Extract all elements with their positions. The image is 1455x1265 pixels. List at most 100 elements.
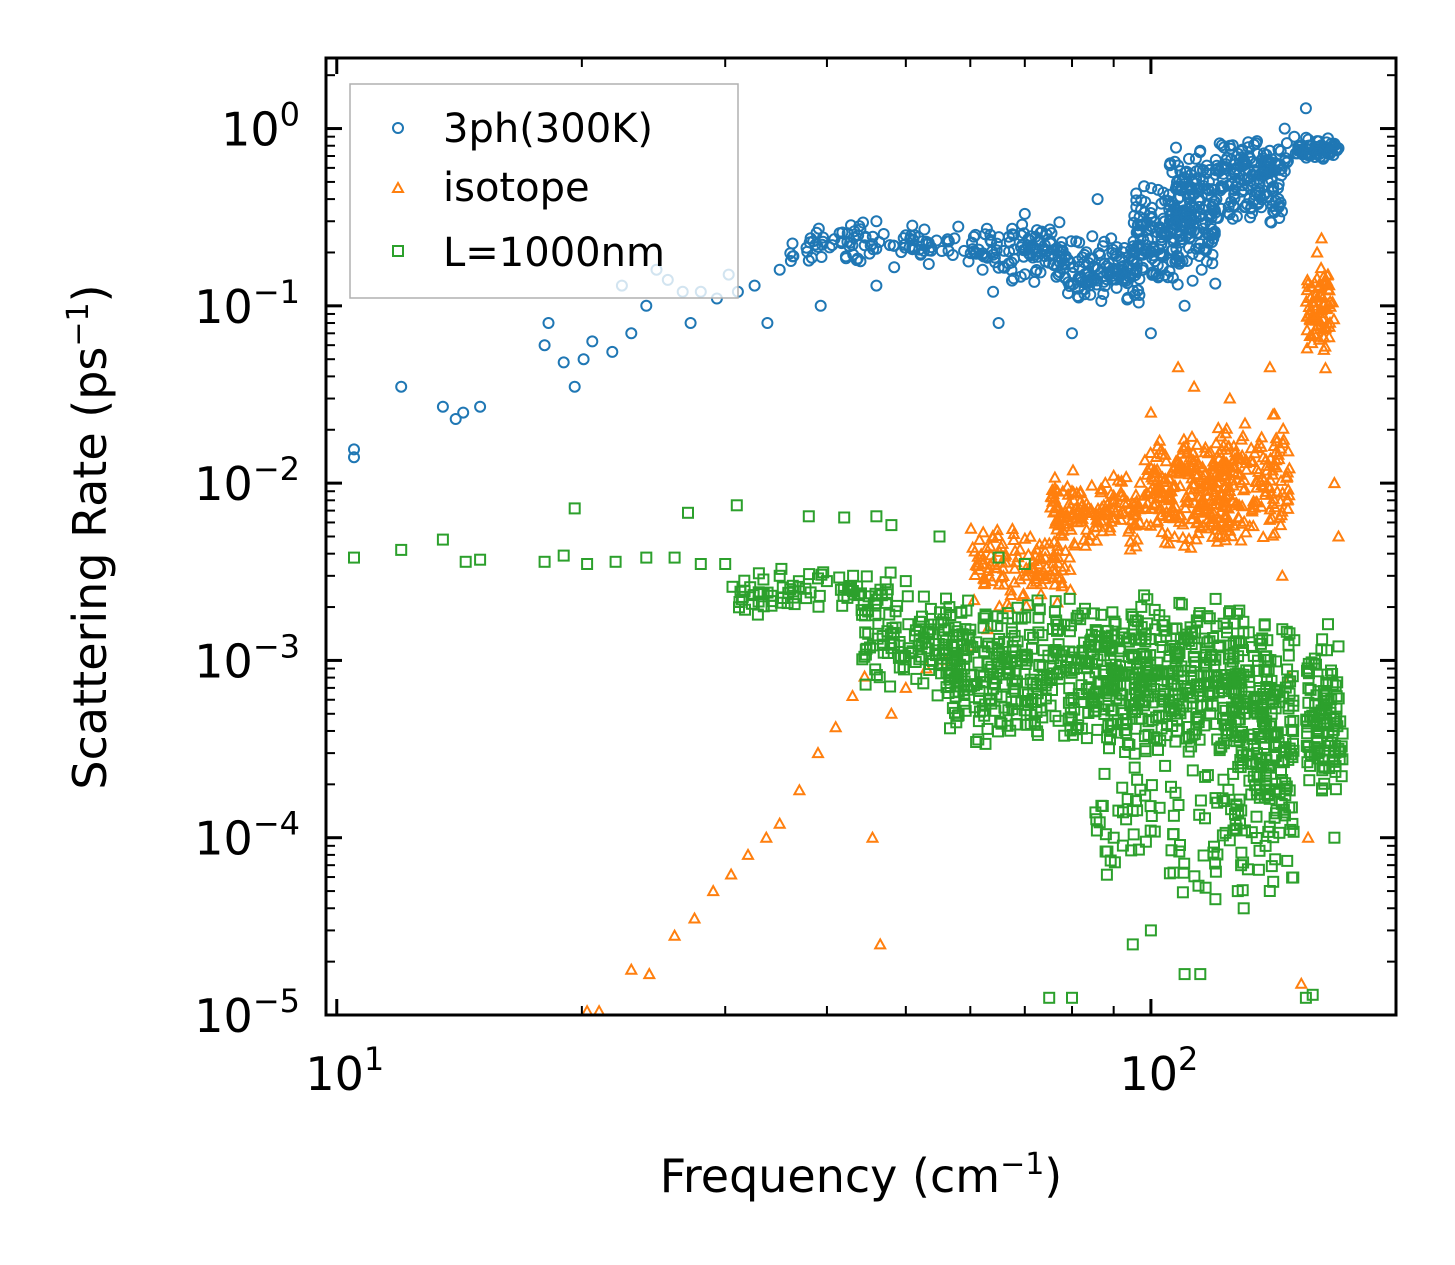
data-point-triangle [1036, 564, 1051, 577]
data-point-square [1148, 603, 1161, 616]
data-point-triangle [624, 962, 638, 975]
data-point-triangle [829, 720, 843, 733]
data-point-circle [606, 345, 619, 358]
data-point-square [884, 680, 897, 693]
data-point-square [1171, 724, 1184, 737]
data-point-square [1284, 823, 1297, 836]
data-point-triangle [1106, 495, 1120, 508]
data-point-square [873, 671, 886, 684]
data-point-square [1063, 682, 1076, 695]
data-point-triangle [1272, 510, 1287, 523]
data-point-circle [1127, 285, 1140, 297]
data-point-square [1167, 809, 1180, 822]
data-point-triangle [1045, 494, 1060, 507]
data-point-triangle [1274, 473, 1288, 486]
data-point-circle [1138, 180, 1151, 193]
data-point-circle [1235, 185, 1248, 198]
data-point-square [1314, 718, 1327, 731]
data-point-square [944, 722, 956, 735]
data-point-circle [1251, 135, 1263, 148]
data-point-triangle [1248, 446, 1262, 459]
data-point-triangle [1187, 496, 1202, 509]
data-point-square [985, 660, 998, 673]
data-point-square [1015, 612, 1028, 625]
data-point-triangle [1263, 451, 1278, 464]
data-point-square [963, 631, 976, 644]
data-point-triangle [1159, 454, 1173, 467]
data-point-circle [1237, 184, 1250, 196]
data-point-triangle [1062, 550, 1077, 563]
data-point-square [1197, 849, 1210, 862]
y-tick-label: 10−3 [194, 627, 300, 688]
data-point-square [1064, 706, 1077, 719]
data-point-triangle [1314, 261, 1328, 274]
data-point-triangle [1310, 271, 1324, 284]
data-point-square [1233, 793, 1246, 806]
data-point-triangle [1150, 484, 1164, 497]
data-point-square [1258, 618, 1271, 631]
data-point-triangle [1094, 481, 1108, 494]
data-point-circle [773, 263, 786, 276]
data-point-circle [987, 285, 1000, 298]
data-point-square [1238, 690, 1251, 703]
data-point-square [972, 656, 985, 669]
data-point-triangle [1089, 533, 1104, 546]
data-point-square [1209, 865, 1222, 878]
data-point-square [474, 553, 487, 566]
data-point-triangle [1276, 421, 1290, 434]
data-point-square [933, 530, 946, 543]
data-point-circle [1272, 143, 1285, 156]
data-point-square [871, 593, 884, 606]
data-point-square [1167, 828, 1180, 841]
data-point-square [902, 642, 915, 655]
data-point-triangle [1190, 437, 1204, 450]
data-point-square [719, 558, 732, 570]
data-point-circle [988, 251, 1001, 264]
data-point-square [348, 551, 360, 564]
data-point-triangle [1318, 339, 1332, 352]
data-point-triangle [1187, 507, 1201, 520]
data-point-square [1259, 839, 1272, 852]
data-point-triangle [1079, 522, 1094, 535]
data-point-square [581, 558, 594, 570]
data-point-square [1004, 724, 1017, 737]
data-point-triangle [1051, 550, 1065, 563]
data-point-square [1085, 628, 1098, 641]
data-point-square [1006, 703, 1019, 716]
data-point-square [1072, 719, 1085, 732]
data-point-square [1095, 608, 1108, 621]
data-point-square [942, 622, 955, 635]
data-point-triangle [1239, 456, 1253, 469]
data-point-circle [1193, 181, 1206, 194]
data-point-square [753, 587, 766, 600]
data-point-square [1126, 804, 1139, 817]
data-point-triangle [811, 746, 825, 759]
data-point-triangle [1187, 379, 1201, 392]
data-point-circle [1209, 277, 1222, 290]
data-point-square [916, 610, 928, 623]
data-point-triangle [1204, 482, 1219, 495]
data-point-triangle [1227, 460, 1241, 473]
data-point-circle [976, 249, 989, 262]
data-point-square [1283, 742, 1296, 755]
data-point-triangle [1177, 538, 1192, 551]
data-point-square [736, 593, 748, 606]
data-point-square [1165, 705, 1178, 717]
data-point-triangle [1154, 442, 1168, 455]
data-point-circle [1121, 293, 1134, 306]
data-point-square [1313, 709, 1325, 722]
data-point-square [870, 510, 883, 523]
data-point-square [1199, 770, 1212, 783]
data-point-circle [1132, 296, 1145, 309]
data-point-triangle [1107, 468, 1121, 481]
data-point-square [765, 599, 778, 612]
data-point-square [1178, 857, 1191, 870]
data-point-circle [1178, 299, 1191, 312]
data-point-triangle [1250, 462, 1264, 475]
data-point-triangle [1123, 501, 1137, 514]
data-point-circle [1150, 268, 1163, 281]
data-point-triangle [1301, 830, 1315, 843]
data-point-square [1093, 816, 1106, 829]
data-point-square [1183, 731, 1195, 744]
data-point-circle [802, 254, 815, 267]
